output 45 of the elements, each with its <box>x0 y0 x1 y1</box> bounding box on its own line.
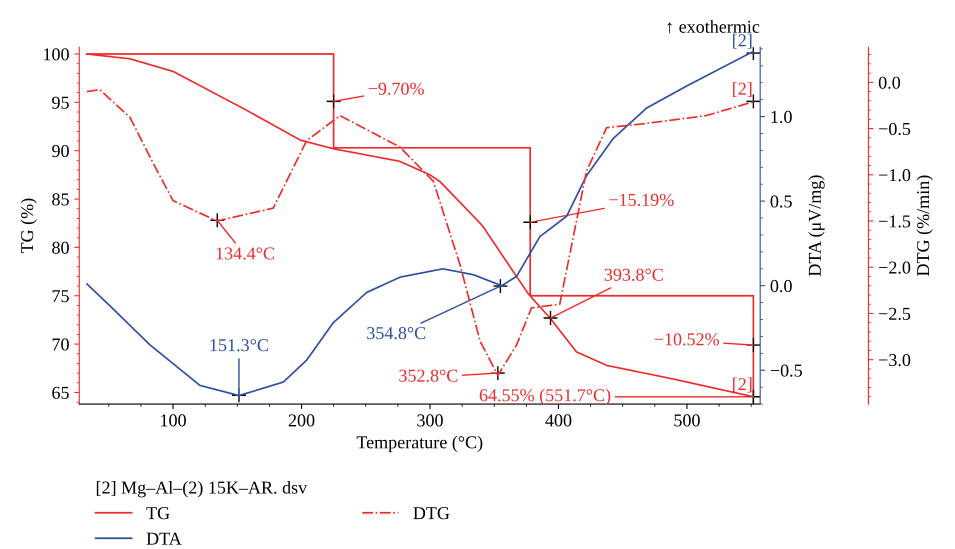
y3-axis-title: DTG (%/min) <box>916 176 933 276</box>
y-tick-label: 100 <box>44 48 69 60</box>
legend-label: DTA <box>146 532 182 545</box>
annotation: [2] <box>733 34 752 49</box>
x-axis-title: Temperature (°C) <box>356 436 482 452</box>
annotation: −15.19% <box>609 194 674 206</box>
x-tick-label: 400 <box>545 414 572 426</box>
annotation: −9.70% <box>368 82 424 95</box>
y3-tick-label: −2.5 <box>879 308 910 320</box>
legend-label: TG <box>146 507 170 520</box>
y2-tick-label: 1.0 <box>771 110 792 124</box>
y-axis-title: TG (%) <box>20 198 37 254</box>
y-tick-label: 75 <box>52 290 69 302</box>
x-tick-label: 200 <box>288 414 314 426</box>
legend-title: [2] Mg–Al–(2) 15K–AR. dsv <box>96 480 308 498</box>
y2-tick-label: 0.5 <box>770 195 792 208</box>
x-tick-label: 100 <box>161 414 186 426</box>
x-tick-label: 500 <box>674 414 700 426</box>
text: ↑ exothermic <box>668 20 760 34</box>
y3-tick-label: −3.0 <box>879 354 910 366</box>
y3-tick-label: −0.5 <box>879 122 910 136</box>
annotation: [2] <box>733 378 752 392</box>
y2-tick-label: −0.5 <box>770 364 802 377</box>
y3-tick-label: −1.5 <box>879 215 910 228</box>
legend-label: DTG <box>413 507 450 520</box>
y2-axis-title: DTA (μV/mg) <box>808 175 825 276</box>
y-tick-label: 70 <box>52 338 69 351</box>
annotation: 64.55% (551.7°C) <box>480 388 610 405</box>
annotation: [2] <box>733 82 752 98</box>
y3-tick-label: −2.0 <box>879 262 910 274</box>
annotation: −10.52% <box>654 333 720 346</box>
y3-tick-label: −1.0 <box>879 169 910 182</box>
annotation: 393.8°C <box>604 268 663 281</box>
y-tick-label: 80 <box>52 242 69 254</box>
annotation: 151.3°C <box>210 339 268 352</box>
x-tick-label: 300 <box>417 414 443 426</box>
annotation: 352.8°C <box>399 370 458 382</box>
y2-tick-label: 0.0 <box>770 280 792 292</box>
y-tick-label: 85 <box>52 193 69 206</box>
annotation: 134.4°C <box>216 247 274 260</box>
annotation: 354.8°C <box>367 327 426 340</box>
y-tick-label: 90 <box>52 144 69 158</box>
y-tick-label: 95 <box>52 96 69 109</box>
y3-tick-label: 0.0 <box>878 76 900 89</box>
y-tick-label: 65 <box>52 386 69 399</box>
